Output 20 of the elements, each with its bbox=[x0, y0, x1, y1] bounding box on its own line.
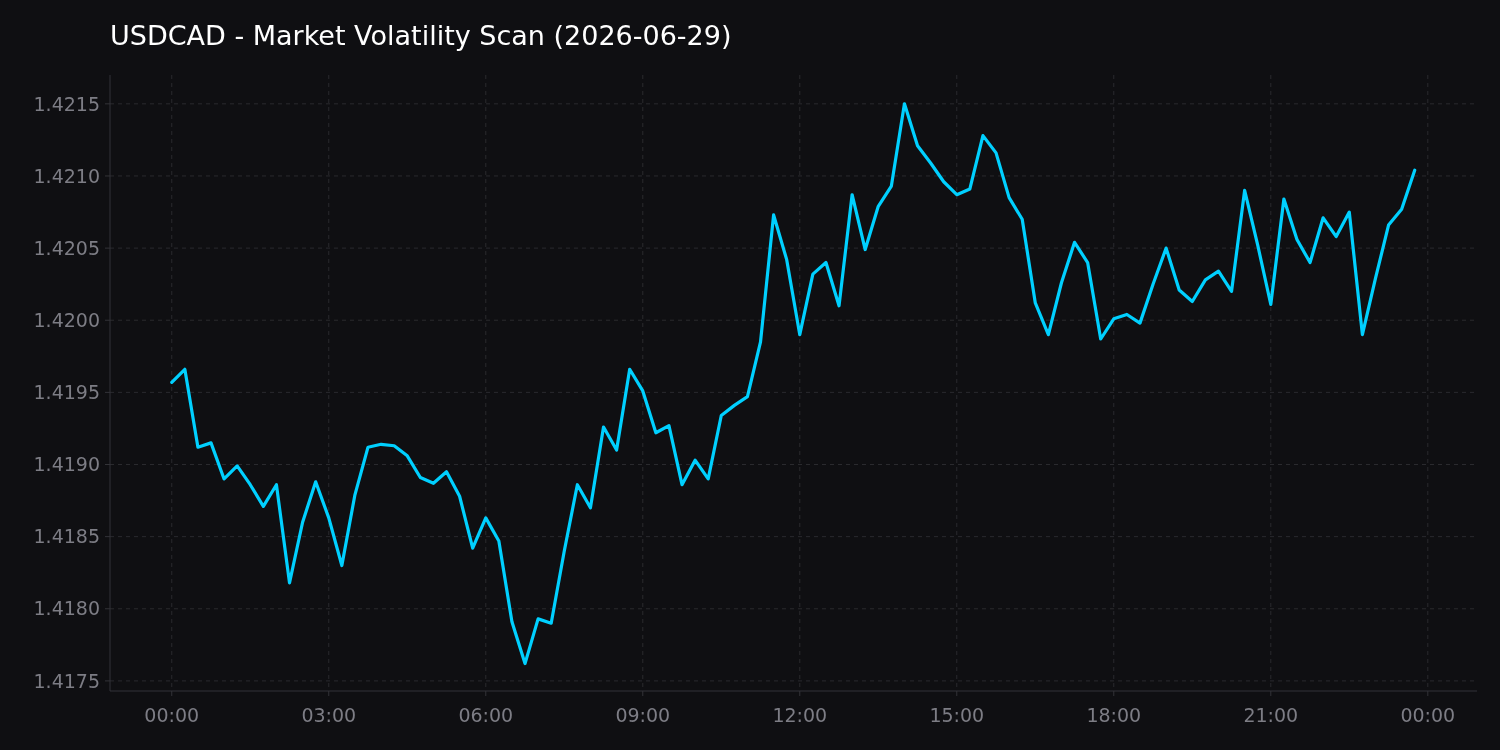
chart-title: USDCAD - Market Volatility Scan (2026-06-29) bbox=[110, 20, 732, 51]
y-tick-label: 1.4195 bbox=[33, 381, 100, 404]
y-tick-label: 1.4205 bbox=[33, 236, 100, 259]
y-tick-label: 1.4175 bbox=[33, 669, 100, 692]
y-tick-label: 1.4185 bbox=[33, 525, 100, 548]
line-series bbox=[170, 102, 1417, 666]
y-tick-label: 1.4180 bbox=[33, 597, 100, 620]
y-tick-label: 1.4190 bbox=[33, 453, 100, 476]
x-tick-label: 12:00 bbox=[772, 704, 828, 726]
y-tick-label: 1.4215 bbox=[33, 92, 100, 115]
x-tick-label: 18:00 bbox=[1086, 704, 1142, 726]
y-tick-label: 1.4200 bbox=[33, 308, 100, 331]
y-tick-label: 1.4210 bbox=[33, 164, 100, 187]
x-tick-label: 15:00 bbox=[929, 704, 985, 726]
x-tick-label: 00:00 bbox=[144, 704, 200, 726]
x-tick-label: 00:00 bbox=[1400, 704, 1456, 726]
x-tick-label: 06:00 bbox=[458, 704, 514, 726]
x-tick-label: 03:00 bbox=[301, 704, 357, 726]
x-tick-label: 21:00 bbox=[1243, 704, 1299, 726]
x-tick-label: 09:00 bbox=[615, 704, 671, 726]
